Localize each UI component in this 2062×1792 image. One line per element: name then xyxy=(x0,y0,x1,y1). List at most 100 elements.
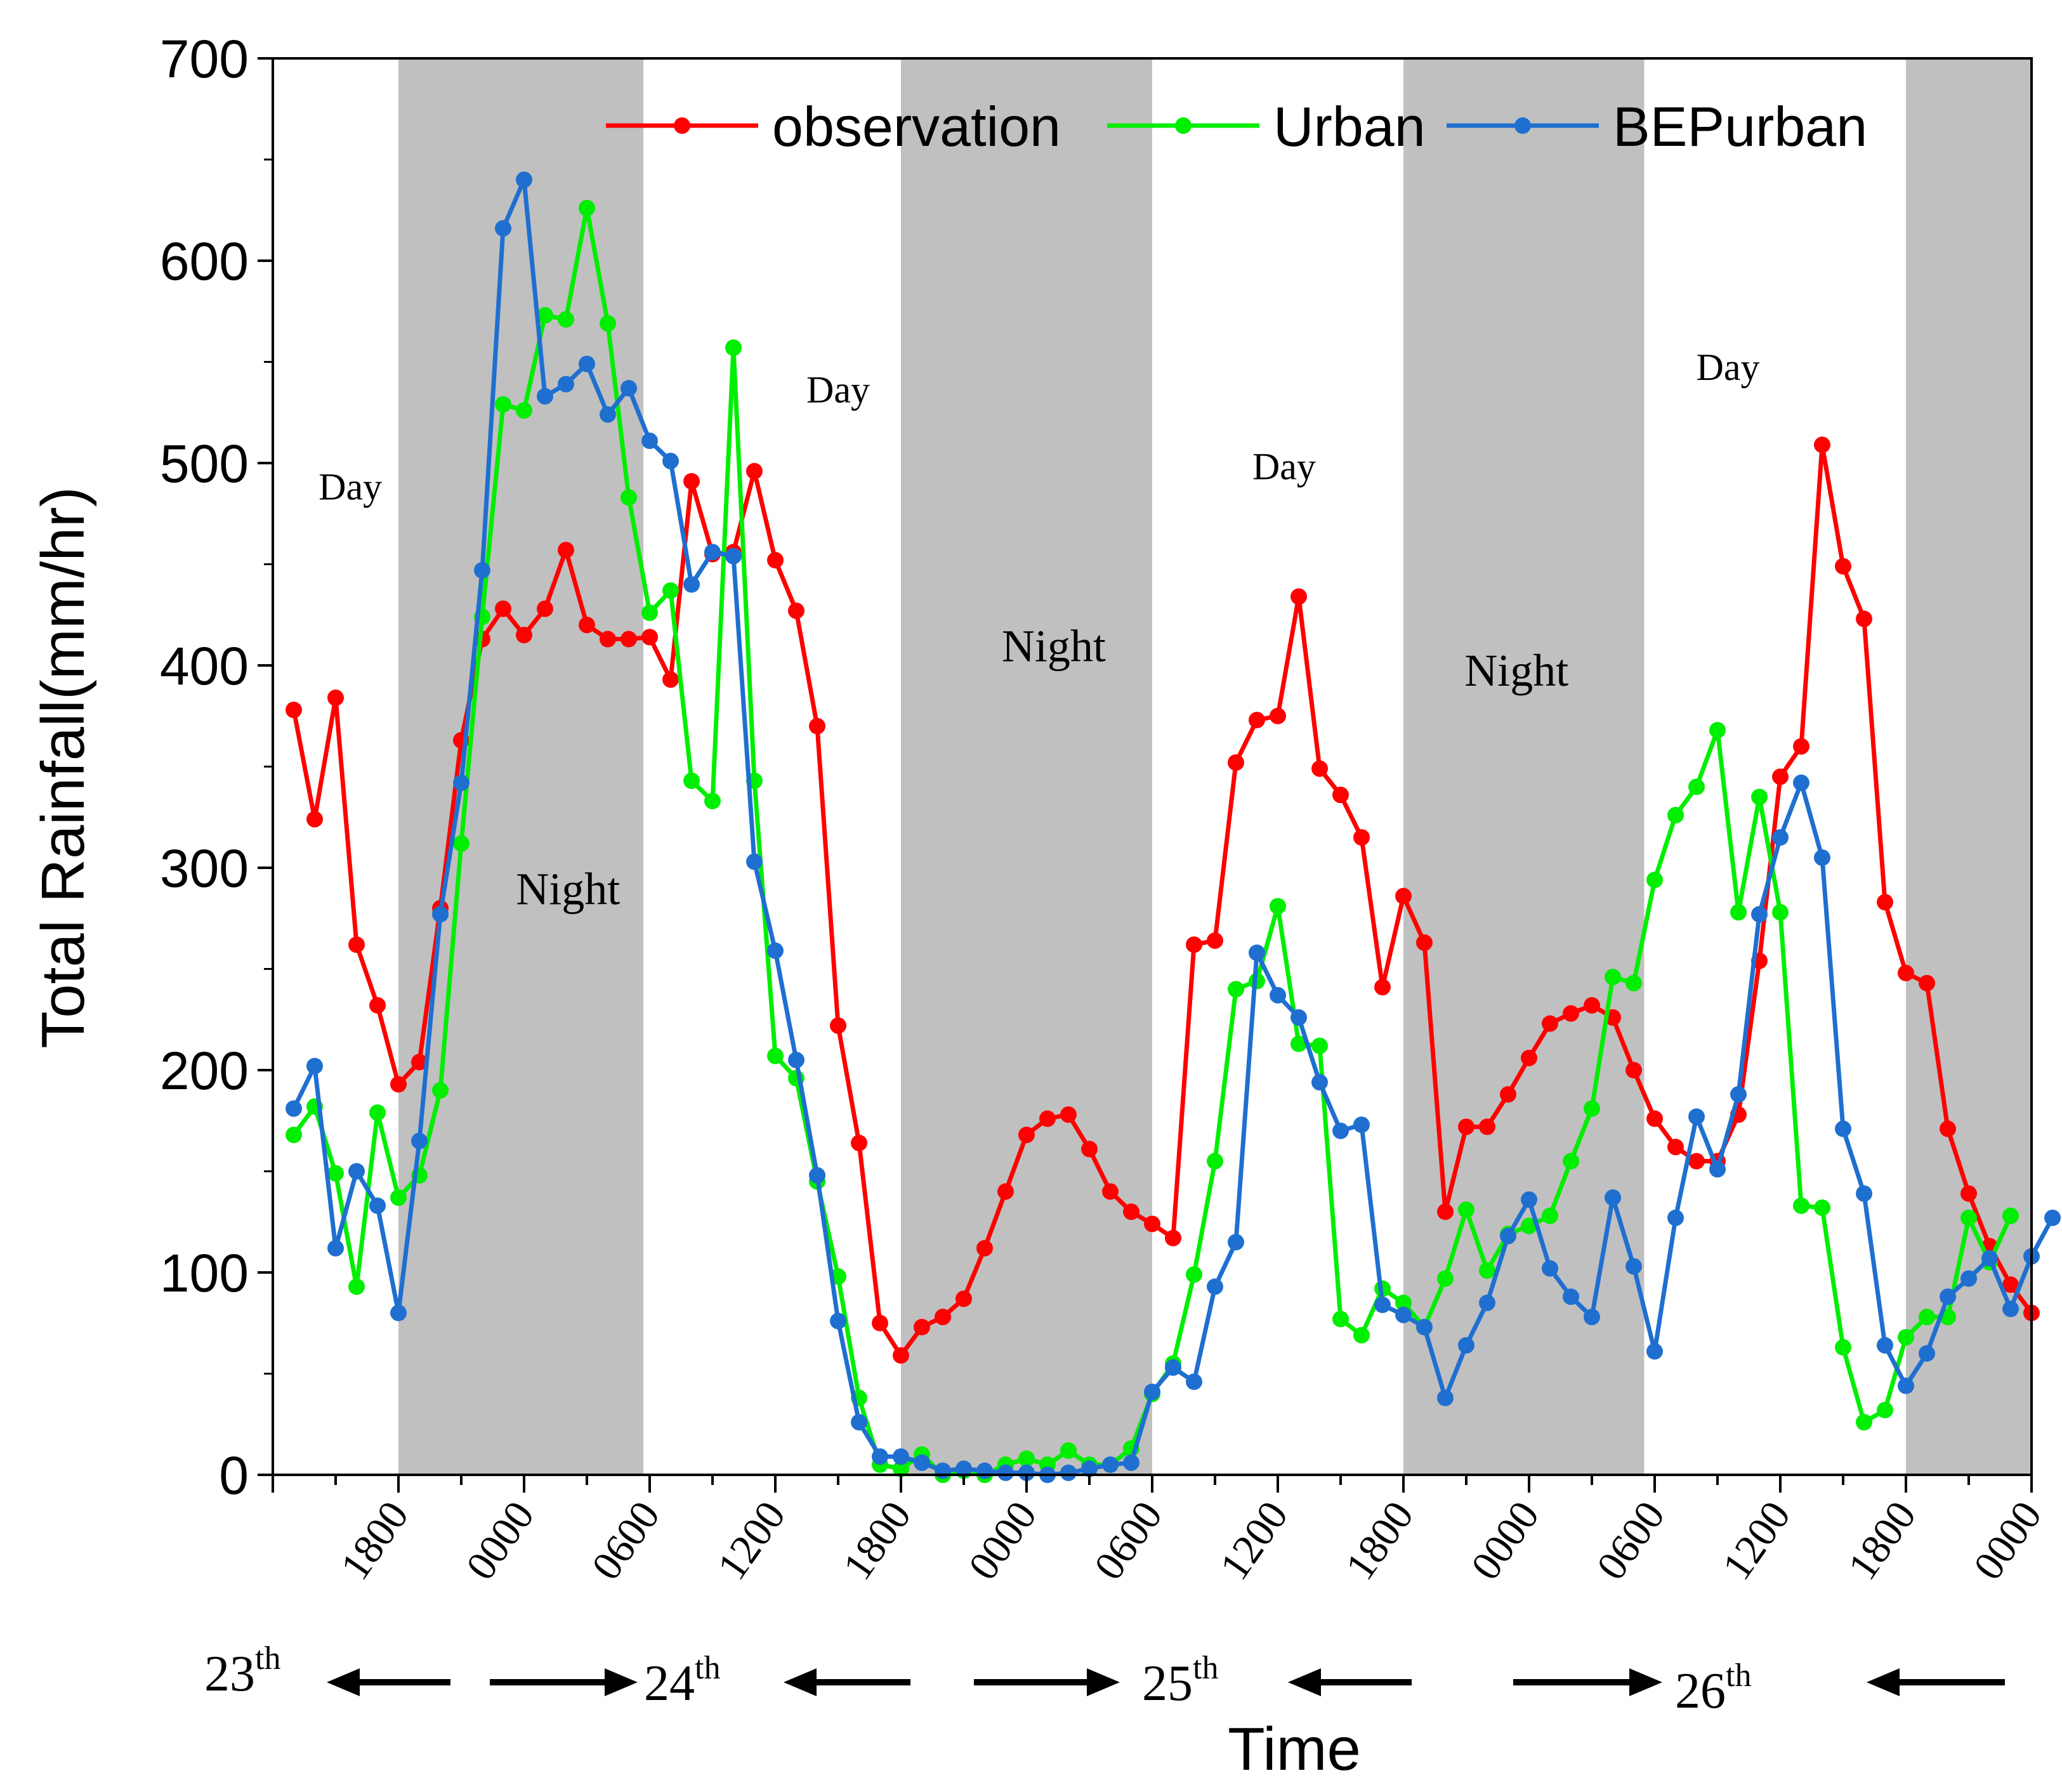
data-point xyxy=(390,1304,407,1321)
data-point xyxy=(1186,1266,1202,1283)
data-point xyxy=(725,339,742,356)
data-point xyxy=(2002,1207,2019,1224)
day-label: Day xyxy=(318,466,382,507)
data-point xyxy=(1898,1377,1914,1394)
x-tick-label: 1200 xyxy=(1211,1493,1297,1588)
data-point xyxy=(1772,904,1789,921)
data-point xyxy=(1793,1197,1809,1214)
day-label: Day xyxy=(1252,446,1316,488)
legend-marker xyxy=(1175,117,1192,134)
data-point xyxy=(1102,1183,1119,1200)
data-point xyxy=(1311,760,1328,777)
date-arrow-head xyxy=(1867,1668,1900,1696)
legend-label: BEPurban xyxy=(1613,95,1867,158)
data-point xyxy=(1772,829,1789,846)
data-point xyxy=(1081,1460,1098,1477)
data-point xyxy=(1207,1153,1223,1170)
x-tick-label: 1800 xyxy=(834,1493,921,1588)
night-band xyxy=(398,58,644,1475)
data-point xyxy=(306,811,323,828)
data-point xyxy=(286,1100,302,1117)
data-point xyxy=(1625,1062,1642,1078)
data-point xyxy=(1374,979,1391,996)
data-point xyxy=(1458,1337,1474,1354)
data-point xyxy=(1814,849,1830,867)
data-point xyxy=(474,562,490,579)
data-point xyxy=(1835,1120,1851,1137)
data-point xyxy=(1793,738,1809,755)
data-point xyxy=(1270,986,1286,1004)
data-point xyxy=(1563,1153,1579,1170)
data-point xyxy=(1584,1100,1600,1117)
data-point xyxy=(516,171,532,188)
data-point xyxy=(369,1197,386,1214)
data-point xyxy=(830,1312,846,1330)
data-point xyxy=(1772,768,1789,785)
data-point xyxy=(495,396,511,413)
data-point xyxy=(1228,981,1244,998)
data-point xyxy=(1479,1118,1495,1135)
x-tick-label: 1800 xyxy=(1337,1493,1423,1588)
data-point xyxy=(1311,1037,1328,1054)
data-point xyxy=(955,1290,972,1307)
data-point xyxy=(704,792,721,809)
data-point xyxy=(537,388,553,405)
data-point xyxy=(1018,1464,1035,1481)
data-point xyxy=(704,544,721,561)
data-point xyxy=(600,315,616,332)
data-point xyxy=(1625,974,1642,991)
data-point xyxy=(641,605,658,622)
data-point xyxy=(2044,1209,2061,1226)
data-point xyxy=(809,1167,825,1184)
x-tick-label: 0600 xyxy=(1086,1493,1172,1588)
data-point xyxy=(1353,829,1370,846)
day-label: Day xyxy=(1697,346,1760,388)
data-point xyxy=(1877,894,1893,911)
data-point xyxy=(1646,1343,1663,1360)
data-point xyxy=(1542,1260,1558,1277)
data-point xyxy=(1249,712,1265,729)
x-tick-label: 0600 xyxy=(583,1493,669,1588)
data-point xyxy=(1332,1311,1349,1328)
data-point xyxy=(767,1047,784,1064)
data-point xyxy=(683,772,700,789)
data-point xyxy=(662,671,679,688)
x-tick-label: 0000 xyxy=(457,1493,544,1588)
data-point xyxy=(600,631,616,648)
data-point xyxy=(1709,722,1726,739)
data-point xyxy=(390,1189,407,1206)
data-point xyxy=(621,379,637,396)
data-point xyxy=(432,906,449,923)
data-point xyxy=(872,1448,888,1465)
data-point xyxy=(495,219,511,237)
y-axis: 0 100 200 300 400 500 600 700 xyxy=(160,29,273,1505)
data-point xyxy=(1228,754,1244,771)
data-point xyxy=(1186,1373,1202,1390)
data-point xyxy=(1584,997,1600,1014)
data-point xyxy=(1458,1118,1474,1135)
data-point xyxy=(1919,1345,1935,1362)
y-tick-label: 600 xyxy=(160,232,249,291)
data-point xyxy=(1856,1414,1872,1431)
data-point xyxy=(1981,1250,1998,1267)
data-point xyxy=(1102,1456,1119,1474)
data-point xyxy=(1144,1215,1160,1233)
data-point xyxy=(914,1319,930,1336)
data-point xyxy=(327,1239,344,1257)
data-point xyxy=(935,1309,951,1326)
data-point xyxy=(746,853,763,870)
data-point xyxy=(558,376,574,393)
data-point xyxy=(348,1163,365,1180)
date-label: 26th xyxy=(1675,1658,1751,1719)
date-arrow-head xyxy=(1288,1668,1321,1696)
data-point xyxy=(1960,1209,1977,1226)
data-point xyxy=(1353,1326,1370,1344)
day-label: Day xyxy=(806,369,870,410)
data-point xyxy=(1039,1110,1056,1127)
data-point xyxy=(495,600,511,617)
data-point xyxy=(286,1127,302,1144)
data-point xyxy=(516,402,532,419)
data-point xyxy=(1500,1086,1516,1103)
night-band xyxy=(901,58,1152,1475)
data-point xyxy=(1877,1401,1893,1418)
